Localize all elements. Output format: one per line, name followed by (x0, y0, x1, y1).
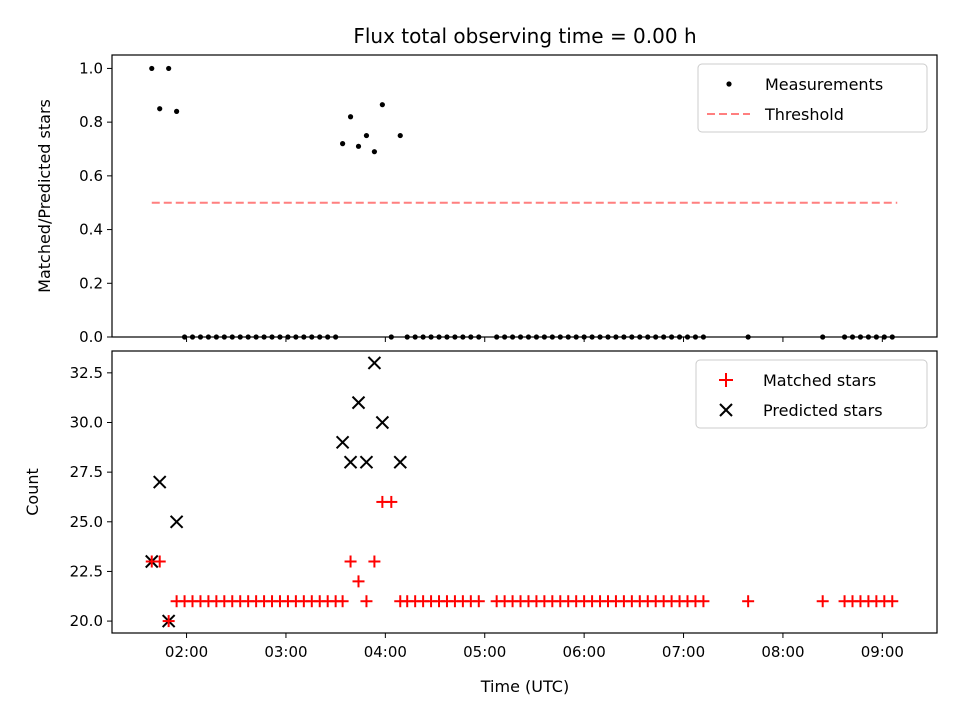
top-y-tick-label: 0.4 (79, 221, 103, 239)
predicted-star-point (359, 455, 374, 469)
matched-star-point (742, 595, 755, 608)
matched-star-point (162, 615, 175, 628)
predicted-star-point (351, 395, 366, 410)
top-y-tick-label: 1.0 (79, 59, 103, 77)
measurement-point (149, 65, 155, 72)
bottom-y-tick-label: 30.0 (70, 413, 103, 431)
bottom-y-tick-label: 27.5 (70, 463, 103, 481)
bottom-plot-marks (145, 356, 899, 628)
predicted-star-point (153, 475, 167, 489)
x-tick-label: 08:00 (761, 643, 804, 661)
chart-title: Flux total observing time = 0.00 h (353, 24, 696, 48)
legend-matched-label: Matched stars (763, 371, 876, 390)
top-panel: 0.0 0.2 0.4 0.6 0.8 1.0 Matched/Predicted sta… (35, 54, 938, 346)
x-tick-label: 09:00 (861, 643, 904, 661)
matched-star-point (816, 595, 829, 608)
top-y-axis: 0.0 0.2 0.4 0.6 0.8 1.0 (79, 59, 112, 346)
x-tick-label: 03:00 (264, 643, 307, 661)
legend-measurements-marker (726, 81, 732, 87)
bottom-legend: Matched stars Predicted stars (695, 359, 928, 429)
matched-star-point (360, 595, 373, 608)
x-tick-label: 05:00 (463, 643, 506, 661)
predicted-star-point (375, 415, 390, 430)
bottom-y-tick-label: 32.5 (70, 364, 103, 382)
measurement-point (340, 141, 346, 147)
measurement-point (379, 102, 385, 108)
matched-star-point (352, 575, 365, 588)
matched-star-point (472, 595, 485, 608)
legend-predicted-label: Predicted stars (763, 401, 883, 420)
matched-star-point (336, 595, 349, 608)
matched-star-point (697, 595, 710, 608)
x-tick-label: 02:00 (165, 643, 208, 661)
measurement-point (371, 149, 378, 155)
measurement-point (363, 132, 370, 139)
legend-threshold-label: Threshold (764, 105, 844, 124)
top-legend-box (697, 63, 928, 133)
top-x-axis-ticks (186, 337, 883, 342)
x-tick-label: 07:00 (662, 643, 705, 661)
bottom-y-tick-label: 25.0 (70, 513, 103, 531)
legend-predicted-marker (719, 403, 733, 417)
top-legend: Measurements Threshold (697, 63, 928, 133)
predicted-star-point (367, 356, 382, 370)
top-y-tick-label: 0.2 (79, 274, 103, 292)
bottom-panel: 20.0 22.5 25.0 27.5 30.0 32.5 02:00 03:00 04:00… (23, 350, 938, 696)
predicted-star-point (393, 455, 407, 469)
measurement-point (157, 106, 163, 112)
predicted-star-point (169, 515, 184, 529)
top-y-tick-label: 0.8 (79, 113, 103, 131)
predicted-star-point (335, 435, 350, 450)
measurement-point (397, 132, 403, 139)
x-tick-label: 06:00 (563, 643, 606, 661)
bottom-legend-box (695, 359, 928, 429)
bottom-x-axis: 02:00 03:00 04:00 05:00 06:00 07:00 08:00 09:00 (165, 633, 904, 661)
measurement-point (174, 108, 180, 114)
matched-star-point (385, 495, 398, 508)
legend-measurements-label: Measurements (765, 75, 883, 94)
bottom-plot-frame (111, 350, 938, 634)
matched-star-point (368, 555, 381, 568)
legend-matched-marker (719, 373, 733, 387)
matched-star-point (153, 555, 166, 568)
top-y-axis-label: Matched/Predicted stars (35, 99, 54, 293)
predicted-star-point (343, 455, 358, 469)
measurement-point (347, 114, 354, 120)
matched-star-point (344, 555, 357, 568)
x-axis-label: Time (UTC) (480, 677, 569, 696)
top-y-tick-label: 0.6 (79, 167, 103, 185)
top-plot-frame (111, 54, 938, 338)
bottom-y-axis-label: Count (23, 468, 42, 516)
bottom-y-tick-label: 22.5 (70, 562, 103, 580)
bottom-y-tick-label: 20.0 (70, 612, 103, 630)
bottom-y-axis: 20.0 22.5 25.0 27.5 30.0 32.5 (70, 364, 112, 630)
x-tick-label: 04:00 (364, 643, 407, 661)
top-y-tick-label: 0.0 (79, 328, 103, 346)
measurement-point (355, 143, 362, 149)
matched-star-point (886, 595, 899, 608)
measurement-point (166, 65, 172, 72)
